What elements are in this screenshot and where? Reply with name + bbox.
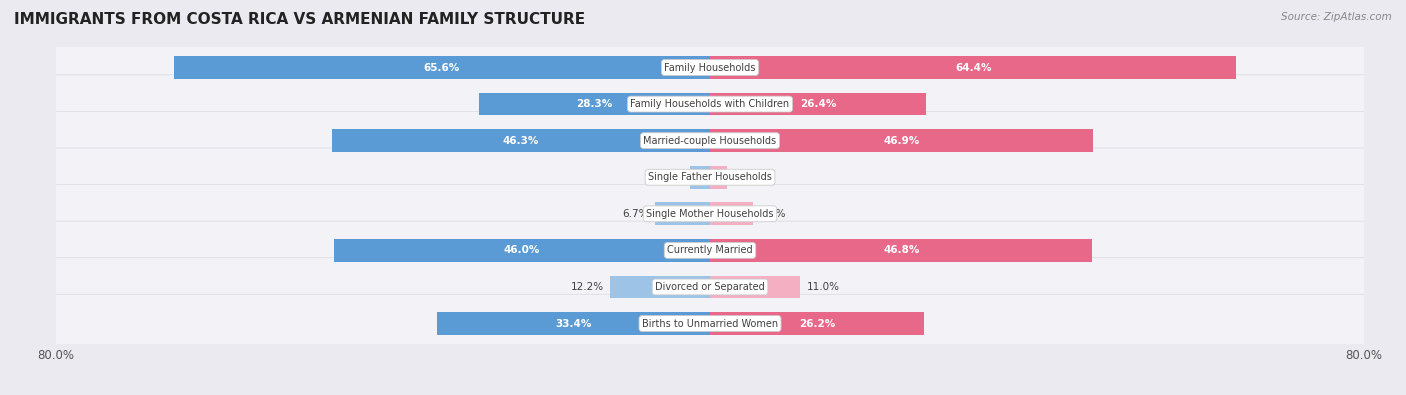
Text: 64.4%: 64.4% <box>955 62 991 73</box>
Bar <box>335 239 710 262</box>
Text: 26.2%: 26.2% <box>799 318 835 329</box>
FancyBboxPatch shape <box>53 111 1367 170</box>
FancyBboxPatch shape <box>53 148 1367 207</box>
Bar <box>710 93 925 115</box>
Bar <box>710 56 1236 79</box>
Text: 5.2%: 5.2% <box>759 209 786 219</box>
Bar <box>690 166 710 188</box>
Bar <box>332 129 710 152</box>
Bar <box>710 276 800 298</box>
Bar <box>710 203 752 225</box>
Text: 2.4%: 2.4% <box>658 172 683 182</box>
Text: 65.6%: 65.6% <box>423 62 460 73</box>
Text: Family Households with Children: Family Households with Children <box>630 99 790 109</box>
FancyBboxPatch shape <box>53 258 1367 316</box>
Text: 28.3%: 28.3% <box>576 99 613 109</box>
Bar <box>710 239 1092 262</box>
Bar <box>479 93 710 115</box>
FancyBboxPatch shape <box>53 221 1367 280</box>
Bar <box>610 276 710 298</box>
Text: Family Households: Family Households <box>665 62 755 73</box>
Text: 11.0%: 11.0% <box>807 282 839 292</box>
Text: 6.7%: 6.7% <box>623 209 648 219</box>
Bar <box>437 312 710 335</box>
Text: Single Father Households: Single Father Households <box>648 172 772 182</box>
Text: 33.4%: 33.4% <box>555 318 592 329</box>
Text: 12.2%: 12.2% <box>571 282 603 292</box>
Text: Divorced or Separated: Divorced or Separated <box>655 282 765 292</box>
Bar <box>710 166 727 188</box>
FancyBboxPatch shape <box>53 294 1367 353</box>
Bar <box>710 129 1094 152</box>
Text: 46.3%: 46.3% <box>503 135 538 146</box>
Text: Currently Married: Currently Married <box>668 245 752 256</box>
Text: Source: ZipAtlas.com: Source: ZipAtlas.com <box>1281 12 1392 22</box>
Text: 2.1%: 2.1% <box>734 172 761 182</box>
Bar <box>655 203 710 225</box>
Bar <box>710 312 924 335</box>
FancyBboxPatch shape <box>53 184 1367 243</box>
Text: Married-couple Households: Married-couple Households <box>644 135 776 146</box>
FancyBboxPatch shape <box>53 38 1367 97</box>
Text: 46.8%: 46.8% <box>883 245 920 256</box>
Text: Single Mother Households: Single Mother Households <box>647 209 773 219</box>
Text: 26.4%: 26.4% <box>800 99 837 109</box>
Text: Births to Unmarried Women: Births to Unmarried Women <box>643 318 778 329</box>
FancyBboxPatch shape <box>53 75 1367 134</box>
Text: 46.9%: 46.9% <box>883 135 920 146</box>
Bar <box>174 56 710 79</box>
Text: IMMIGRANTS FROM COSTA RICA VS ARMENIAN FAMILY STRUCTURE: IMMIGRANTS FROM COSTA RICA VS ARMENIAN F… <box>14 12 585 27</box>
Text: 46.0%: 46.0% <box>503 245 540 256</box>
